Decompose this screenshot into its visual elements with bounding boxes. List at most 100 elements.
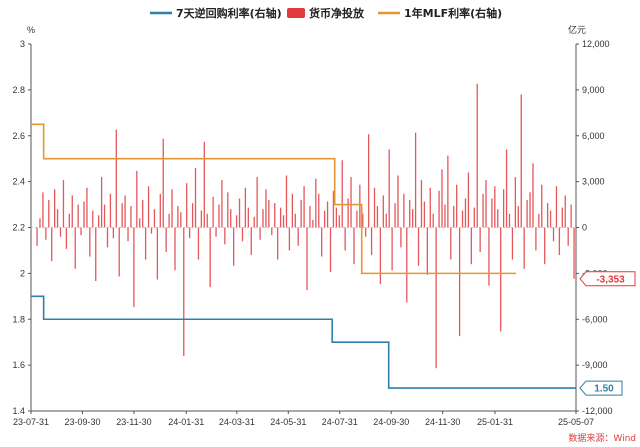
x-tick-label: 23-09-30	[64, 417, 100, 427]
net-injection-bar	[109, 193, 112, 228]
right-tick-label: -9,000	[582, 360, 608, 370]
net-injection-bar	[426, 227, 428, 275]
net-injection-bars	[36, 83, 575, 369]
net-injection-bar	[124, 195, 126, 228]
net-injection-bar	[417, 227, 420, 266]
net-injection-bar	[438, 190, 440, 228]
net-injection-bar	[394, 203, 396, 228]
net-injection-bar	[359, 184, 361, 228]
net-injection-bar	[541, 184, 543, 228]
rate-line-0	[31, 295, 576, 389]
net-injection-bar	[86, 187, 88, 228]
net-injection-bar	[215, 227, 217, 237]
net-injection-bar	[59, 227, 62, 237]
net-injection-bar	[188, 227, 191, 239]
net-injection-bar	[83, 201, 85, 228]
net-injection-bar	[365, 227, 367, 237]
net-injection-bar	[549, 210, 552, 228]
net-injection-bar	[485, 180, 487, 228]
net-injection-bar	[347, 198, 349, 228]
net-injection-bar	[291, 193, 293, 228]
net-injection-bar	[470, 227, 472, 265]
net-injection-bar	[168, 213, 170, 228]
net-injection-bar	[250, 227, 252, 256]
net-injection-bar	[51, 227, 53, 262]
net-injection-bar	[312, 219, 314, 228]
net-injection-bar	[555, 186, 558, 228]
net-injection-bar	[326, 201, 329, 228]
right-tick-label: 9,000	[582, 85, 605, 95]
callout-box-1	[579, 380, 623, 396]
net-injection-bar	[482, 193, 484, 228]
rate-line-1	[31, 123, 517, 275]
net-injection-bar	[385, 213, 387, 228]
net-injection-bar	[570, 204, 572, 228]
legend-label-2: 1年MLF利率(右轴)	[404, 6, 502, 20]
net-injection-bar	[77, 204, 79, 228]
net-injection-bar	[567, 227, 569, 246]
rate-lines	[31, 123, 576, 389]
net-injection-bar	[476, 83, 478, 228]
net-injection-bar	[274, 203, 276, 228]
x-tick-label: 23-07-31	[13, 417, 49, 427]
net-injection-bar	[467, 172, 470, 228]
net-injection-bar	[303, 186, 305, 228]
net-injection-bar	[241, 227, 244, 242]
right-tick-label: -6,000	[582, 314, 608, 324]
net-injection-bar	[238, 198, 241, 228]
net-injection-bar	[54, 189, 56, 228]
right-tick-label: 12,000	[582, 39, 610, 49]
net-injection-bar	[403, 193, 405, 228]
left-tick-label: 2.4	[12, 177, 25, 187]
net-injection-bar	[373, 187, 376, 228]
net-injection-bar	[464, 198, 467, 228]
net-injection-bar	[432, 213, 434, 228]
net-injection-bar	[279, 207, 282, 228]
net-injection-bar	[235, 215, 238, 228]
net-injection-bar	[329, 227, 332, 272]
net-injection-bar	[209, 227, 211, 288]
left-tick-label: 2.8	[12, 85, 25, 95]
net-injection-bar	[256, 177, 258, 228]
net-injection-bar	[180, 212, 182, 228]
net-injection-bar	[511, 227, 514, 260]
net-injection-bar	[203, 141, 205, 228]
net-injection-bar	[194, 167, 197, 228]
net-injection-bar	[423, 201, 426, 228]
net-injection-bar	[321, 227, 323, 257]
x-axis: 23-07-31 23-09-30 23-11-30 24-01-31 24-03-31…	[13, 410, 594, 427]
net-injection-bar	[544, 227, 546, 265]
net-injection-bar	[332, 190, 335, 228]
net-injection-bar	[65, 227, 68, 249]
net-injection-bar	[535, 227, 537, 251]
left-tick-label: 1.8	[12, 314, 25, 324]
net-injection-bar	[306, 227, 308, 291]
net-injection-bar	[127, 227, 129, 242]
net-injection-bar	[491, 198, 493, 228]
x-tick-label: 24-05-31	[270, 417, 306, 427]
net-injection-bar	[92, 210, 94, 228]
net-injection-bar	[514, 177, 517, 228]
net-injection-bar	[233, 227, 235, 266]
net-injection-bar	[344, 227, 346, 251]
net-injection-bar	[335, 207, 338, 228]
net-injection-bar	[244, 187, 247, 228]
net-injection-bar	[450, 227, 452, 260]
net-injection-bar	[212, 196, 214, 228]
net-injection-bar	[150, 227, 153, 234]
net-injection-bar	[271, 227, 273, 236]
net-injection-bar	[309, 206, 311, 228]
net-injection-bar	[95, 227, 97, 282]
x-tick-label: 24-09-30	[373, 417, 409, 427]
left-tick-label: 2	[20, 268, 25, 278]
legend-label-0: 7天逆回购利率(右轴)	[176, 6, 282, 20]
net-injection-bar	[523, 227, 525, 269]
net-injection-bar	[458, 227, 461, 337]
net-injection-bar	[391, 227, 393, 271]
net-injection-bar	[268, 199, 270, 228]
net-injection-bar	[502, 189, 505, 228]
net-injection-bar	[350, 177, 352, 228]
net-injection-bar	[338, 215, 340, 228]
net-injection-bar	[420, 180, 423, 228]
net-injection-bar	[497, 209, 499, 228]
